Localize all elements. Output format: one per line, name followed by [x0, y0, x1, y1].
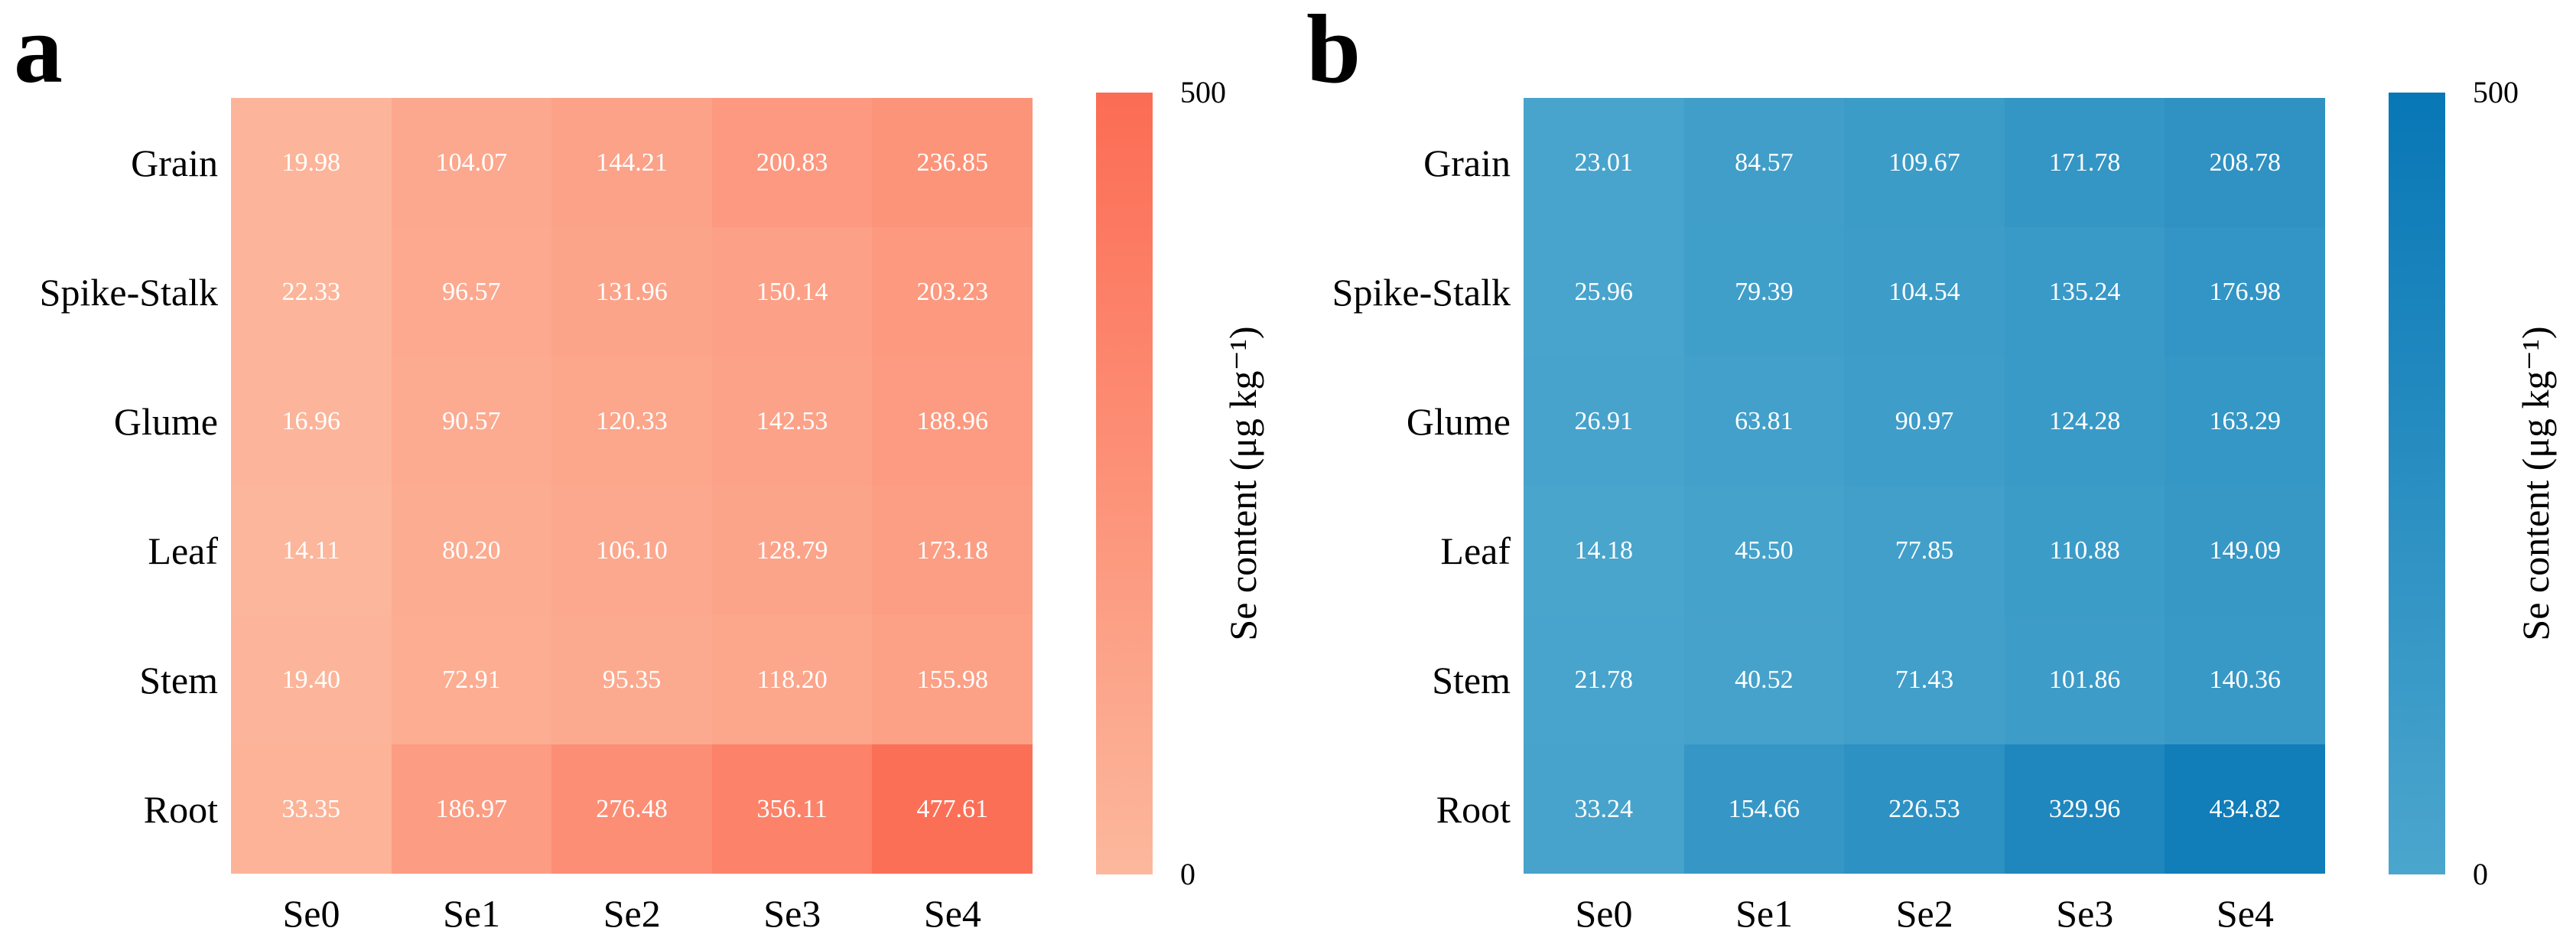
col-label: Se0	[282, 892, 340, 935]
panel-a: a 19.98 104.07 144.21 200.83 236.85 22.33 96.5…	[0, 0, 1283, 941]
row-label: Spike-Stalk	[39, 270, 218, 314]
heatmap-cell: 22.33	[231, 227, 392, 357]
heatmap-cell: 154.66	[1683, 744, 1845, 874]
heatmap-cell: 40.52	[1683, 615, 1845, 744]
heatmap-cell: 329.96	[2004, 744, 2165, 874]
col-label: Se2	[1895, 892, 1953, 935]
heatmap-cell: 72.91	[391, 615, 552, 744]
heatmap-cell: 434.82	[2165, 744, 2325, 874]
colorbar-a-title: Se content (μg kg⁻¹)	[1221, 326, 1264, 641]
heatmap-cell: 95.35	[551, 615, 712, 744]
heatmap-cell: 236.85	[872, 98, 1033, 227]
row-label: Leaf	[1440, 529, 1511, 572]
row-label: Stem	[139, 658, 218, 702]
heatmap-cell: 163.29	[2165, 357, 2325, 486]
heatmap-cell: 131.96	[551, 227, 712, 357]
panel-b-letter: b	[1306, 0, 1361, 103]
heatmap-cell: 110.88	[2004, 486, 2165, 615]
heatmap-cell: 104.54	[1844, 227, 2005, 357]
panel-a-letter: a	[14, 0, 63, 103]
colorbar-b-min-label: 0	[2473, 857, 2488, 891]
row-label: Grain	[131, 141, 218, 184]
heatmap-cell: 171.78	[2004, 98, 2165, 227]
heatmap-cell: 173.18	[872, 486, 1033, 615]
heatmap-cell: 23.01	[1524, 98, 1684, 227]
col-label: Se1	[1735, 892, 1794, 935]
heatmap-cell: 176.98	[2165, 227, 2325, 357]
heatmap-cell: 19.98	[231, 98, 392, 227]
panel-b: b 23.01 84.57 109.67 171.78 208.78 25.96 79.39…	[1293, 0, 2576, 941]
heatmap-cell: 26.91	[1524, 357, 1684, 486]
col-label: Se4	[2216, 892, 2274, 935]
row-label: Glume	[113, 399, 218, 443]
heatmap-cell: 155.98	[872, 615, 1033, 744]
row-label: Leaf	[148, 529, 218, 572]
heatmap-cell: 186.97	[391, 744, 552, 874]
heatmap-cell: 150.14	[711, 227, 873, 357]
heatmap-b-grid: 23.01 84.57 109.67 171.78 208.78 25.96 79.39 10…	[1524, 98, 2325, 874]
heatmap-cell: 135.24	[2004, 227, 2165, 357]
heatmap-cell: 14.11	[231, 486, 392, 615]
heatmap-cell: 144.21	[551, 98, 712, 227]
heatmap-cell: 71.43	[1844, 615, 2005, 744]
col-label: Se2	[603, 892, 661, 935]
heatmap-cell: 124.28	[2004, 357, 2165, 486]
heatmap-cell: 33.35	[231, 744, 392, 874]
col-label: Se1	[443, 892, 501, 935]
colorbar-a-min-label: 0	[1180, 857, 1195, 891]
heatmap-cell: 226.53	[1844, 744, 2005, 874]
heatmap-cell: 45.50	[1683, 486, 1845, 615]
heatmap-cell: 79.39	[1683, 227, 1845, 357]
colorbar-a	[1096, 93, 1153, 874]
heatmap-cell: 356.11	[711, 744, 873, 874]
heatmap-cell: 477.61	[872, 744, 1033, 874]
colorbar-b	[2389, 93, 2445, 874]
heatmap-cell: 120.33	[551, 357, 712, 486]
heatmap-cell: 90.57	[391, 357, 552, 486]
row-label: Spike-Stalk	[1332, 270, 1511, 314]
col-label: Se0	[1575, 892, 1633, 935]
heatmap-cell: 118.20	[711, 615, 873, 744]
heatmap-cell: 142.53	[711, 357, 873, 486]
row-label: Root	[143, 787, 218, 831]
heatmap-cell: 200.83	[711, 98, 873, 227]
heatmap-cell: 208.78	[2165, 98, 2325, 227]
heatmap-cell: 25.96	[1524, 227, 1684, 357]
heatmap-cell: 16.96	[231, 357, 392, 486]
heatmap-cell: 140.36	[2165, 615, 2325, 744]
col-label: Se3	[2056, 892, 2114, 935]
heatmap-cell: 33.24	[1524, 744, 1684, 874]
colorbar-b-title: Se content (μg kg⁻¹)	[2514, 326, 2557, 641]
heatmap-cell: 104.07	[391, 98, 552, 227]
colorbar-a-max-label: 500	[1180, 75, 1226, 109]
colorbar-b-max-label: 500	[2473, 75, 2519, 109]
heatmap-cell: 90.97	[1844, 357, 2005, 486]
heatmap-cell: 21.78	[1524, 615, 1684, 744]
heatmap-cell: 149.09	[2165, 486, 2325, 615]
col-label: Se4	[923, 892, 981, 935]
col-label: Se3	[763, 892, 821, 935]
heatmap-cell: 19.40	[231, 615, 392, 744]
heatmap-cell: 14.18	[1524, 486, 1684, 615]
heatmap-cell: 80.20	[391, 486, 552, 615]
heatmap-cell: 96.57	[391, 227, 552, 357]
heatmap-a-grid: 19.98 104.07 144.21 200.83 236.85 22.33 96.57 1…	[231, 98, 1033, 874]
heatmap-cell: 106.10	[551, 486, 712, 615]
heatmap-cell: 84.57	[1683, 98, 1845, 227]
heatmap-cell: 276.48	[551, 744, 712, 874]
heatmap-cell: 63.81	[1683, 357, 1845, 486]
heatmap-cell: 101.86	[2004, 615, 2165, 744]
heatmap-cell: 203.23	[872, 227, 1033, 357]
heatmap-cell: 77.85	[1844, 486, 2005, 615]
heatmap-cell: 128.79	[711, 486, 873, 615]
row-label: Stem	[1432, 658, 1511, 702]
row-label: Root	[1436, 787, 1511, 831]
heatmap-cell: 188.96	[872, 357, 1033, 486]
row-label: Grain	[1423, 141, 1511, 184]
heatmap-cell: 109.67	[1844, 98, 2005, 227]
row-label: Glume	[1406, 399, 1511, 443]
